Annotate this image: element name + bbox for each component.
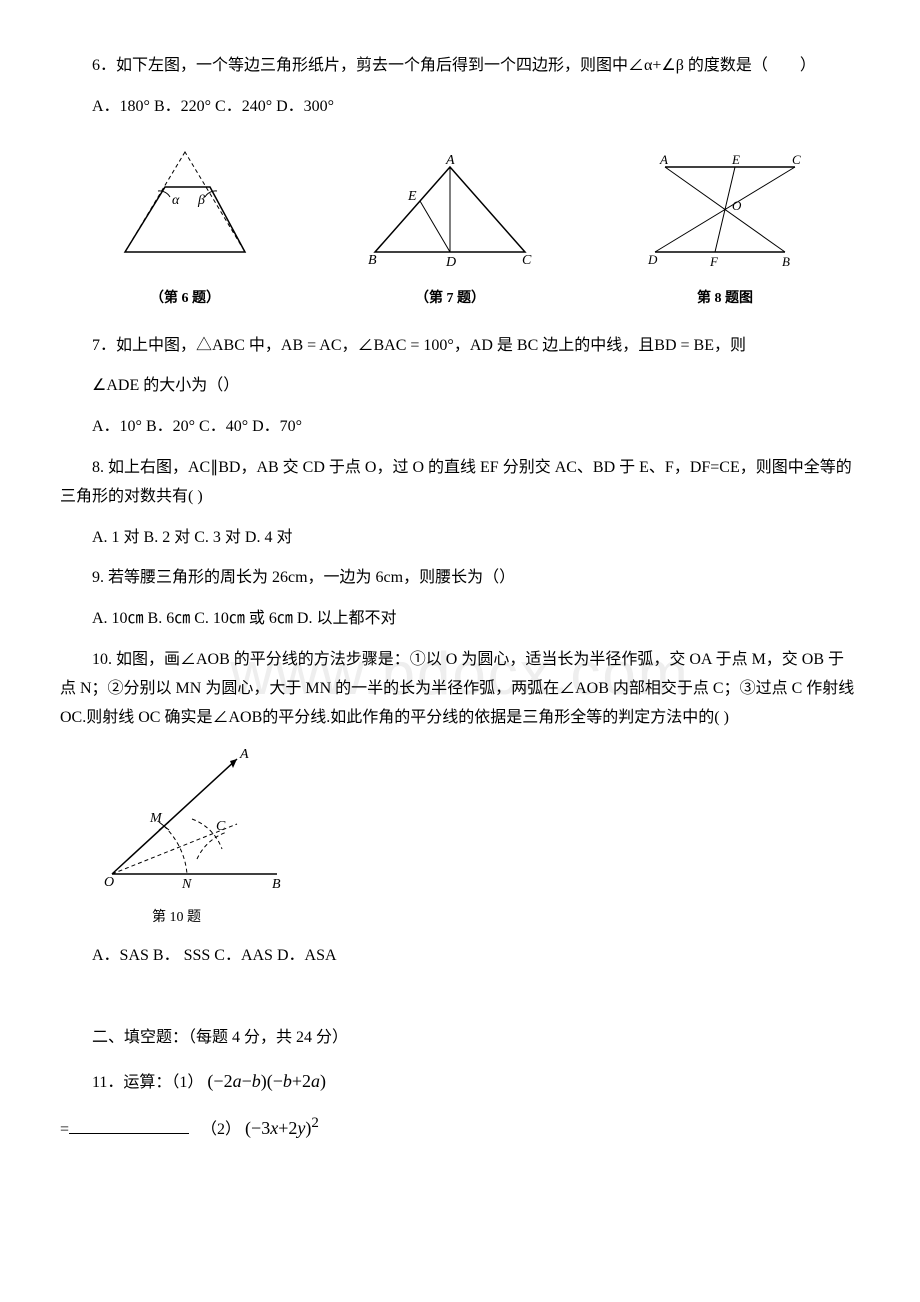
q7-caption: （第 7 题） — [360, 286, 540, 311]
q6-svg: α β — [110, 142, 260, 272]
q10-oa — [112, 759, 237, 874]
q11-line1: 11．运算：（1） (−2a−b)(−b+2a) — [60, 1065, 860, 1098]
q10-arc-n — [197, 832, 227, 859]
q10-O: O — [104, 875, 114, 890]
figure-q10: O A B M N C 第 10 题 — [92, 744, 860, 930]
fill-blank — [69, 1117, 189, 1134]
q8-O: O — [732, 198, 742, 213]
q10-options: A．SAS B． SSS C．AAS D．ASA — [60, 942, 860, 971]
q8-B: B — [782, 254, 790, 269]
q7-text2: ∠ADE 的大小为（） — [60, 372, 860, 401]
q7-ed — [420, 201, 450, 252]
q7-options: A．10° B．20° C．40° D．70° — [60, 413, 860, 442]
q6-options: A．180° B．220° C．240° D．300° — [60, 93, 860, 122]
q7-B: B — [368, 253, 377, 268]
beta-label: β — [197, 193, 205, 208]
q10-text: 10. 如图，画∠AOB 的平分线的方法步骤是：①以 O 为圆心，适当长为半径作… — [60, 646, 860, 732]
q11-exp: 2 — [311, 1115, 319, 1131]
q10-B: B — [272, 877, 281, 892]
q10-caption: 第 10 题 — [152, 905, 860, 930]
q8-svg: A E C D F B O — [640, 152, 810, 272]
q8-A: A — [659, 152, 668, 167]
q8-E: E — [731, 152, 740, 167]
figure-q6: α β （第 6 题） — [110, 142, 260, 312]
q8-options: A. 1 对 B. 2 对 C. 3 对 D. 4 对 — [60, 524, 860, 553]
q8-F: F — [709, 254, 719, 269]
q10-svg: O A B M N C — [92, 744, 292, 894]
q7-E: E — [407, 189, 417, 204]
q9-options: A. 10㎝ B. 6㎝ C. 10㎝ 或 6㎝ D. 以上都不对 — [60, 605, 860, 634]
q6-outer-triangle — [125, 152, 245, 252]
q11-line2: = （2） (−3x+2y)2 — [60, 1110, 860, 1145]
q7-D: D — [445, 255, 456, 270]
q8-caption: 第 8 题图 — [640, 286, 810, 311]
q7-C: C — [522, 253, 532, 268]
q11-label2: （2） — [201, 1121, 241, 1138]
q10-A: A — [239, 747, 249, 762]
q10-C: C — [216, 819, 226, 834]
q11-expr1: (−2a−b)(−b+2a) — [207, 1071, 326, 1091]
q11-equals: = — [60, 1121, 69, 1138]
figure-q7: A B C D E （第 7 题） — [360, 152, 540, 312]
q7-A: A — [445, 153, 455, 168]
q11-prefix: 11．运算：（1） — [92, 1074, 203, 1091]
q9-text: 9. 若等腰三角形的周长为 26cm，一边为 6cm，则腰长为（） — [60, 564, 860, 593]
q6-quad — [125, 187, 245, 252]
q8-C: C — [792, 152, 801, 167]
q11-expr2: (−3x+2y)2 — [245, 1118, 319, 1138]
q6-text: 6．如下左图，一个等边三角形纸片，剪去一个角后得到一个四边形，则图中∠α+∠β … — [60, 52, 860, 81]
q10-N: N — [181, 877, 192, 892]
section2-heading: 二、填空题：（每题 4 分，共 24 分） — [60, 1024, 860, 1053]
alpha-label: α — [172, 193, 180, 208]
q7-text: 7．如上中图，△ABC 中，AB = AC，∠BAC = 100°，AD 是 B… — [60, 332, 860, 361]
q7-svg: A B C D E — [360, 152, 540, 272]
figures-row: α β （第 6 题） A B C D E （第 7 题） A E C — [60, 142, 860, 312]
q8-text: 8. 如上右图，AC∥BD，AB 交 CD 于点 O，过 O 的直线 EF 分别… — [60, 454, 860, 512]
q6-caption: （第 6 题） — [110, 286, 260, 311]
figure-q8: A E C D F B O 第 8 题图 — [640, 152, 810, 312]
q10-arc-mn — [164, 826, 187, 874]
q8-D: D — [647, 252, 658, 267]
